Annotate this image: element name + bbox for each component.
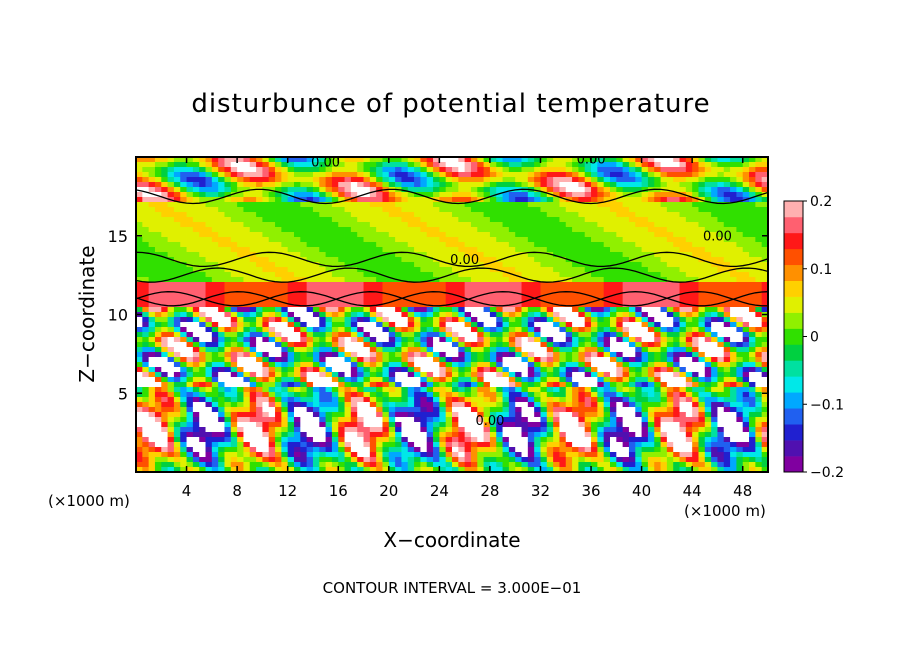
x-tick-label: 36 (581, 482, 600, 500)
x-unit-label-left: (×1000 m) (48, 492, 130, 510)
x-tick-label: 28 (480, 482, 499, 500)
y-tick-label: 5 (118, 384, 128, 403)
x-axis-label: X−coordinate (383, 528, 520, 552)
y-axis: 5 10 15 (108, 227, 768, 403)
colorbar-swatch (784, 408, 803, 425)
colorbar-tick-label: −0.2 (810, 465, 844, 481)
contour-line (136, 291, 768, 307)
colorbar-tick-label: 0 (810, 330, 819, 346)
x-tick-label: 40 (632, 482, 651, 500)
chart-title: disturbunce of potential temperature (191, 89, 710, 119)
colorbar-swatch (784, 360, 803, 377)
x-tick-label: 8 (232, 482, 242, 500)
x-tick-label: 32 (531, 482, 550, 500)
x-tick-label: 20 (379, 482, 398, 500)
x-tick-label: 4 (182, 482, 192, 500)
contour-label: 0.00 (703, 229, 732, 244)
contour-line (136, 267, 768, 283)
colorbar-swatch (784, 264, 803, 281)
x-tick-label: 12 (278, 482, 297, 500)
plot-area: 0.00 0.000.000.000.00 (136, 155, 768, 472)
x-unit-label-right: (×1000 m) (684, 502, 766, 520)
colorbar-swatch (784, 392, 803, 409)
contour-label: 0.00 (450, 253, 479, 268)
x-tick-label: 16 (329, 482, 348, 500)
colorbar-tick-label: 0.1 (810, 262, 832, 278)
x-axis: 4 8 12 16 20 24 28 32 36 40 44 48 (182, 157, 752, 500)
colorbar-swatch (784, 376, 803, 393)
heatmap-cells (136, 157, 768, 472)
contour-lines (136, 188, 768, 307)
colorbar-swatch (784, 312, 803, 329)
colorbar-swatch (784, 201, 803, 218)
colorbar-swatch (784, 248, 803, 266)
contour-line (136, 251, 768, 268)
colorbar-swatch (784, 456, 803, 473)
colorbar-tick-label: −0.1 (810, 397, 844, 413)
x-tick-label: 48 (733, 482, 752, 500)
y-tick-label: 10 (108, 306, 128, 325)
colorbar: 0.2 0.1 0 −0.1 −0.2 (783, 194, 844, 481)
colorbar-swatch (784, 424, 803, 441)
contour-label: 0.00 (311, 155, 340, 170)
y-tick-label: 15 (108, 227, 128, 246)
contour-label: 0.00 (475, 414, 504, 429)
y-axis-label: Z−coordinate (75, 245, 99, 382)
colorbar-tick-label: 0.2 (810, 194, 832, 210)
colorbar-swatch (784, 280, 803, 297)
contour-line (136, 188, 768, 205)
colorbar-swatch (784, 232, 803, 250)
x-tick-label: 44 (683, 482, 702, 500)
colorbar-swatch (784, 296, 803, 313)
colorbar-swatch (784, 216, 803, 234)
contour-line (136, 291, 768, 307)
colorbar-swatch (784, 328, 803, 345)
colorbar-swatch (784, 440, 803, 457)
x-tick-label: 24 (430, 482, 449, 500)
contour-interval-footer: CONTOUR INTERVAL = 3.000E−01 (323, 579, 582, 597)
colorbar-swatch (784, 344, 803, 361)
